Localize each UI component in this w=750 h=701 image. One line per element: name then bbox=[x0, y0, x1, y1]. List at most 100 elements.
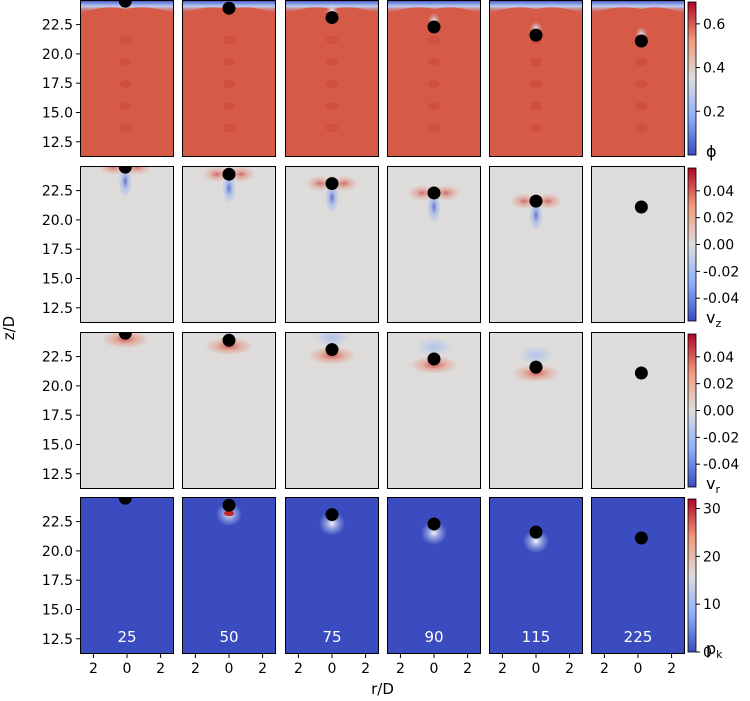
panel-frame bbox=[80, 497, 174, 654]
panel-background bbox=[80, 0, 174, 157]
colorbar-tick-label: 0.4 bbox=[703, 61, 725, 77]
panel-frame bbox=[591, 0, 685, 157]
texture-mark bbox=[326, 124, 338, 132]
panel-background bbox=[591, 497, 685, 654]
texture-mark bbox=[635, 102, 648, 110]
texture-mark bbox=[223, 36, 235, 44]
pressure-peak bbox=[224, 510, 234, 517]
texture-mark bbox=[635, 80, 648, 88]
texture-mark bbox=[223, 102, 235, 110]
sphere-marker bbox=[222, 1, 236, 15]
y-tick-label: 17.5 bbox=[42, 76, 73, 92]
colorbar-phi: 0.2 0.4 0.6 ϕ bbox=[687, 1, 725, 161]
colorbar-label-subscript: k bbox=[716, 648, 723, 661]
time-label: 115 bbox=[522, 628, 551, 646]
panel-background bbox=[489, 166, 583, 323]
panel-frame bbox=[387, 497, 481, 654]
colorbar-label-subscript: r bbox=[715, 483, 720, 496]
colorbar-label: ϕ bbox=[706, 142, 717, 161]
panel-frame bbox=[80, 0, 174, 157]
panel-phi-90 bbox=[387, 0, 481, 157]
sphere-marker bbox=[222, 333, 236, 347]
panel-frame bbox=[489, 166, 583, 323]
colorbar-tick-label: 0.02 bbox=[703, 211, 734, 227]
x-tick-label: 2 bbox=[463, 661, 472, 677]
texture-mark bbox=[223, 80, 235, 88]
colorbar-v_z: -0.04 -0.02 0.00 0.02 0.04 vz bbox=[687, 167, 739, 330]
texture-mark bbox=[326, 80, 338, 88]
panel-v_z-50 bbox=[182, 166, 276, 323]
panel-p_k-25: 25 bbox=[80, 497, 174, 654]
y-tick-label: 22.5 bbox=[42, 350, 73, 366]
y-tick-label: 20.0 bbox=[42, 213, 73, 229]
texture-mark bbox=[635, 124, 648, 132]
panel-frame bbox=[182, 0, 276, 157]
colorbar-tick-label: 0.04 bbox=[703, 184, 734, 200]
time-label: 225 bbox=[624, 628, 653, 646]
texture-mark bbox=[119, 36, 132, 44]
sphere-marker bbox=[325, 508, 339, 522]
texture-mark bbox=[530, 102, 542, 110]
sphere-marker bbox=[118, 332, 132, 340]
radial-inflow bbox=[416, 337, 452, 356]
time-label: 25 bbox=[117, 628, 136, 646]
texture-mark bbox=[428, 80, 440, 88]
panel-frame bbox=[387, 166, 481, 323]
panel-background bbox=[80, 332, 174, 489]
y-tick-label: 17.5 bbox=[42, 573, 73, 589]
colorbar-tick-label: 0.00 bbox=[703, 238, 734, 254]
y-tick-label: 20.0 bbox=[42, 544, 73, 560]
panel-background bbox=[591, 0, 685, 157]
panel-frame bbox=[80, 332, 174, 489]
panel-phi-25 bbox=[80, 0, 174, 157]
pressure-halo bbox=[523, 529, 549, 554]
panel-v_z-25 bbox=[80, 166, 174, 323]
panel-v_z-225 bbox=[591, 166, 685, 323]
sphere-marker bbox=[529, 194, 543, 208]
panel-frame bbox=[285, 497, 379, 654]
colorbar-label-subscript: z bbox=[715, 317, 721, 330]
sphere-marker bbox=[427, 20, 441, 34]
panel-phi-75 bbox=[285, 0, 379, 157]
sphere-marker bbox=[634, 531, 648, 545]
x-tick-label: 0 bbox=[328, 661, 337, 677]
interface-band bbox=[489, 0, 583, 14]
y-tick-label: 20.0 bbox=[42, 379, 73, 395]
y-tick-label: 22.5 bbox=[42, 18, 73, 34]
texture-mark bbox=[428, 36, 440, 44]
panel-v_z-90 bbox=[387, 166, 481, 323]
panel-frame bbox=[591, 166, 685, 323]
sphere-marker bbox=[634, 366, 648, 380]
colorbar-tick-label: -0.02 bbox=[703, 264, 739, 280]
panel-frame bbox=[591, 332, 685, 489]
colorbar-label: pk bbox=[706, 639, 723, 661]
colorbar-label: vz bbox=[706, 308, 721, 330]
time-label: 50 bbox=[219, 628, 238, 646]
panel-frame bbox=[182, 332, 276, 489]
x-tick-label: 0 bbox=[634, 661, 643, 677]
sphere-marker bbox=[634, 200, 648, 214]
sphere-marker bbox=[222, 498, 236, 512]
panel-background bbox=[591, 166, 685, 323]
panel-v_r-115 bbox=[489, 332, 583, 489]
sphere-marker bbox=[529, 28, 543, 42]
panel-frame bbox=[489, 497, 583, 654]
panel-frame bbox=[285, 166, 379, 323]
texture-mark bbox=[428, 124, 440, 132]
y-tick-label: 17.5 bbox=[42, 408, 73, 424]
negative-wake bbox=[325, 181, 339, 214]
time-label: 90 bbox=[424, 628, 443, 646]
row-phi: 12.5 15.0 17.5 20.0 22.5 0.2 0.4 0.6 ϕ bbox=[42, 0, 725, 161]
negative-wake bbox=[529, 199, 543, 232]
panel-frame bbox=[489, 332, 583, 489]
x-tick-label: 0 bbox=[430, 661, 439, 677]
panel-p_k-90: 90 bbox=[387, 497, 481, 654]
y-axis-label: z/D bbox=[0, 316, 18, 340]
panel-frame bbox=[489, 0, 583, 157]
panel-v_r-75 bbox=[285, 332, 379, 489]
sphere-marker bbox=[222, 167, 236, 181]
x-tick-label: 2 bbox=[294, 661, 303, 677]
texture-mark bbox=[119, 124, 132, 132]
colorbar-v_r: -0.04 -0.02 0.00 0.02 0.04 vr bbox=[687, 333, 739, 496]
panel-background bbox=[182, 332, 276, 489]
